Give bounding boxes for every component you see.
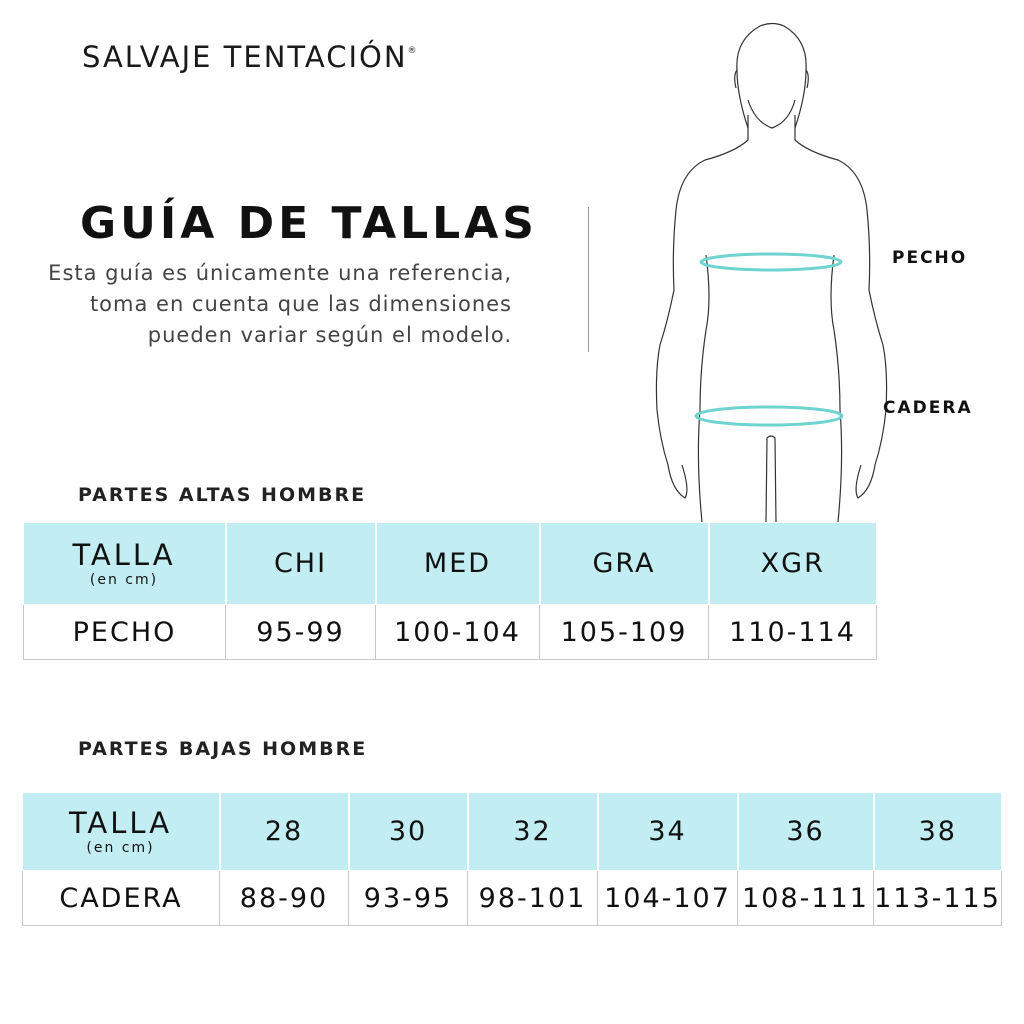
body-silhouette-illustration [655,22,888,522]
left-body-outline [655,115,749,522]
legs-outline [765,435,777,522]
table-row: CADERA 88-90 93-95 98-101 104-107 108-11… [22,870,1002,926]
value-cell: 93-95 [348,870,468,926]
hip-measure-ring [694,405,844,427]
value-cell: 95-99 [225,604,376,660]
header-cell-size: MED [374,522,540,605]
header-cell-size: 38 [872,792,1002,871]
lower-section-title: PARTES BAJAS HOMBRE [78,738,368,760]
header-cell-size: 30 [347,792,468,871]
header-cell-size: 34 [596,792,738,871]
table-row: PECHO 95-99 100-104 105-109 110-114 [23,604,877,660]
unit-label: (en cm) [89,571,159,588]
talla-label: TALLA [68,805,173,840]
header-cell-size: CHI [224,522,376,605]
value-cell: 104-107 [597,870,738,926]
head-outline [736,22,807,129]
row-label-cell: PECHO [23,604,226,660]
chest-measure-ring [699,252,843,272]
chest-label: PECHO [892,248,968,268]
page-title: GUÍA DE TALLAS [80,198,538,249]
lower-size-table: TALLA (en cm) 28 30 32 34 36 38 CADERA 88… [22,792,1002,926]
guide-description: Esta guía es únicamente una referencia, … [48,261,512,347]
face-outline [734,69,809,129]
unit-label: (en cm) [86,839,155,856]
right-body-outline [794,115,888,522]
value-cell: 105-109 [539,604,709,660]
value-cell: 108-111 [737,870,874,926]
brand-name: SALVAJE TENTACIÓN [82,40,408,74]
value-cell: 113-115 [873,870,1002,926]
hip-label: CADERA [883,398,973,418]
brand-logo: SALVAJE TENTACIÓN® [82,40,417,74]
header-cell-talla: TALLA (en cm) [23,522,226,605]
value-cell: 98-101 [467,870,598,926]
header-cell-size: 36 [736,792,874,871]
value-cell: 100-104 [375,604,540,660]
registered-mark: ® [407,46,417,56]
header-cell-talla: TALLA (en cm) [22,792,220,871]
upper-size-table: TALLA (en cm) CHI MED GRA XGR PECHO 95-99… [23,522,877,660]
table-header-row: TALLA (en cm) CHI MED GRA XGR [23,522,877,605]
header-cell-size: 28 [218,792,349,871]
talla-label: TALLA [72,537,176,572]
header-cell-size: GRA [538,522,709,605]
value-cell: 88-90 [219,870,349,926]
row-label-cell: CADERA [22,870,220,926]
table-header-row: TALLA (en cm) 28 30 32 34 36 38 [22,792,1002,871]
divider [588,207,589,352]
header-cell-size: XGR [707,522,877,605]
header-cell-size: 32 [466,792,598,871]
upper-section-title: PARTES ALTAS HOMBRE [78,484,367,506]
value-cell: 110-114 [708,604,877,660]
